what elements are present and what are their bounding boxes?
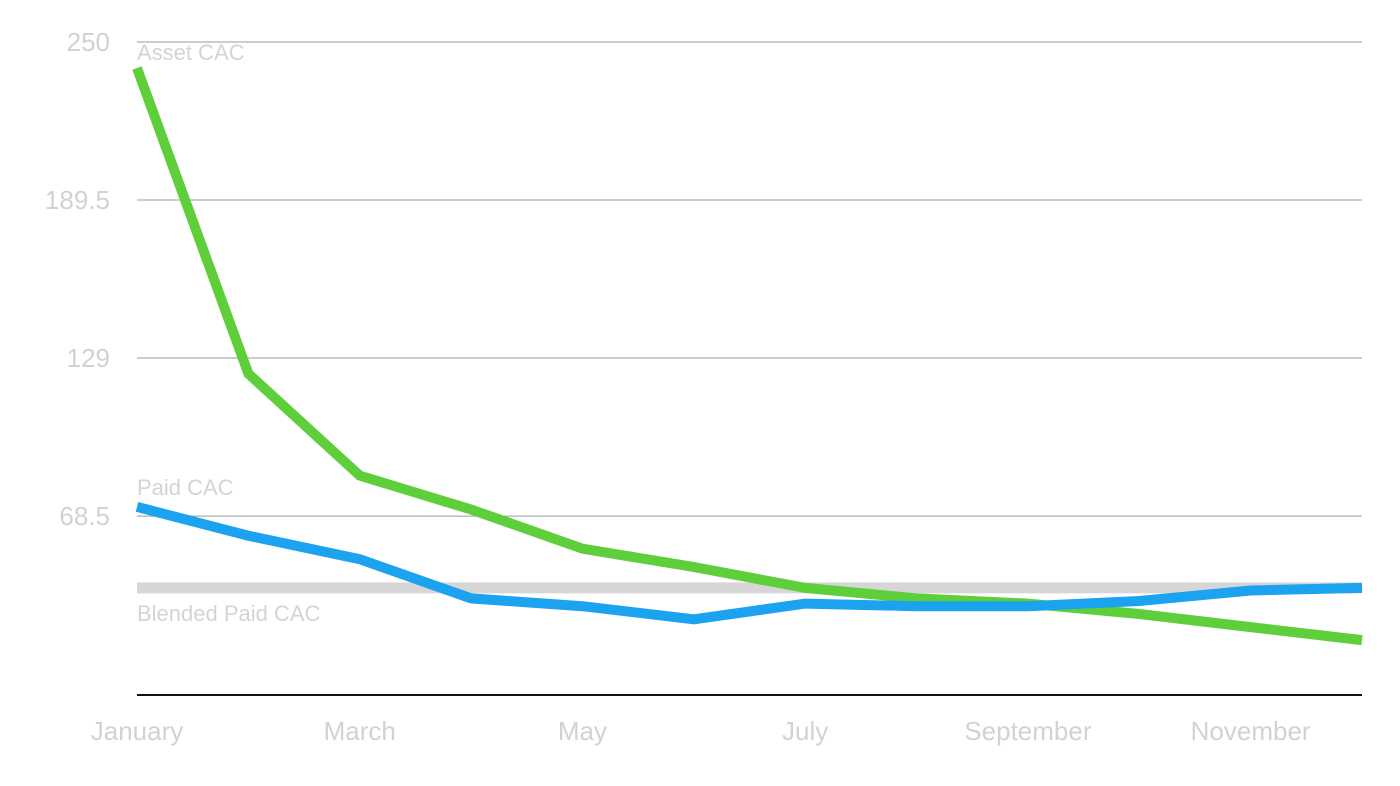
x-tick-label: March [324,716,396,746]
series-label: Blended Paid CAC [137,601,321,626]
x-tick-label: July [782,716,828,746]
series-line-asset-cac [132,66,1363,646]
y-axis-ticks: 250 189.5 129 68.5 [45,27,110,531]
series-label: Asset CAC [137,40,245,65]
y-tick-label: 129 [67,343,110,373]
grid-layer [137,41,1362,696]
series-layer [132,66,1363,646]
x-axis-ticks: January March May July September November [91,716,1311,746]
y-tick-label: 250 [67,27,110,57]
series-label: Paid CAC [137,475,234,500]
series-label-layer: Asset CAC Paid CAC Blended Paid CAC [137,40,321,626]
y-tick-label: 68.5 [59,501,110,531]
x-tick-label: November [1191,716,1311,746]
x-tick-label: May [558,716,607,746]
series-line-paid-cac [135,502,1363,625]
y-tick-label: 189.5 [45,185,110,215]
x-tick-label: September [964,716,1092,746]
x-tick-label: January [91,716,184,746]
